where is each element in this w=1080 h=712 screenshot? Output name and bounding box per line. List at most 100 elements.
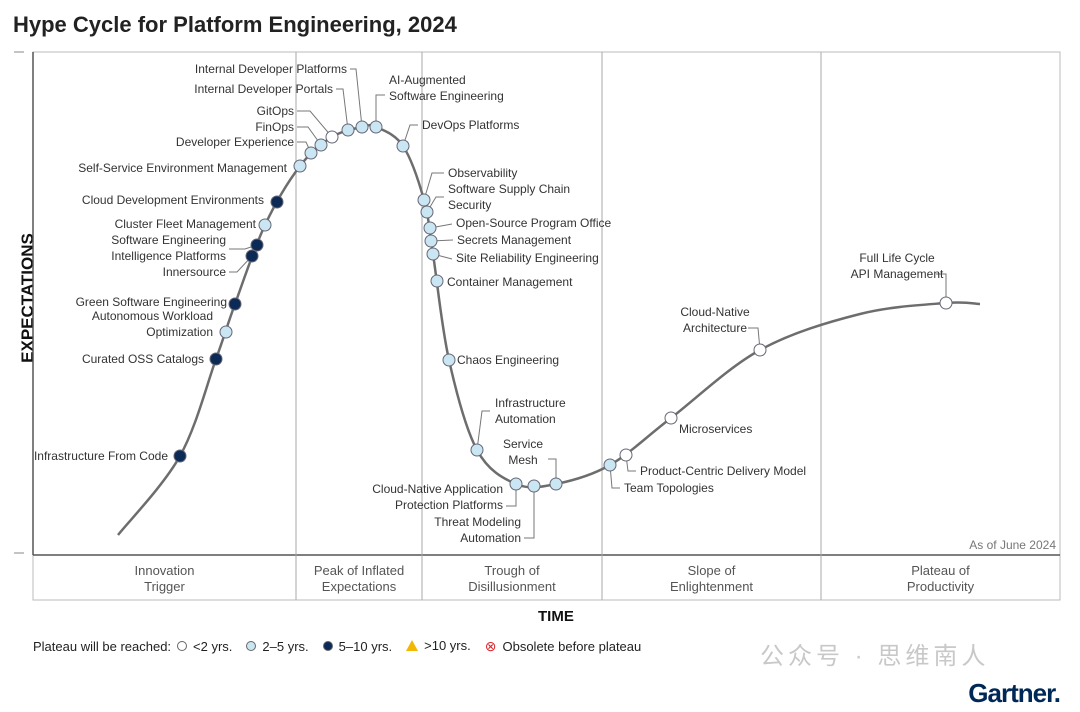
leader-line xyxy=(476,410,490,451)
technology-dot xyxy=(430,274,444,288)
phase-label: Innovation Trigger xyxy=(135,563,195,594)
technology-service-mesh: Service Mesh xyxy=(503,437,563,491)
technology-label: Full Life Cycle API Management xyxy=(851,251,944,281)
technology-dot xyxy=(424,234,438,248)
technology-dot xyxy=(369,120,383,134)
technology-dot xyxy=(209,352,223,366)
technology-dot xyxy=(219,325,233,339)
technology-label: Threat Modeling Automation xyxy=(434,515,521,545)
technology-threat-modeling-automation: Threat Modeling Automation xyxy=(434,479,541,545)
chart-title: Hype Cycle for Platform Engineering, 202… xyxy=(13,12,457,37)
technology-label: Innersource xyxy=(163,265,227,279)
technology-label: Cloud-Native Architecture xyxy=(680,305,750,335)
leader-line xyxy=(297,110,333,138)
technology-dot xyxy=(270,195,284,209)
technology-team-topologies: Team Topologies xyxy=(603,458,714,495)
leader-line xyxy=(402,124,418,147)
technology-label: Microservices xyxy=(679,422,752,436)
technology-label: Autonomous Workload Optimization xyxy=(92,309,213,339)
technology-label: GitOps xyxy=(257,104,294,118)
technology-full-life-cycle-api-management: Full Life Cycle API Management xyxy=(851,251,953,310)
technology-label: Developer Experience xyxy=(176,135,294,149)
technology-dot xyxy=(258,218,272,232)
technology-label: FinOps xyxy=(255,120,294,134)
technology-label: Cloud-Native Application Protection Platf… xyxy=(372,482,503,512)
technology-infrastructure-from-code: Infrastructure From Code xyxy=(34,449,187,463)
technology-dot xyxy=(228,297,242,311)
technology-dot xyxy=(426,247,440,261)
legend-item-lt2: <2 yrs. xyxy=(177,639,232,654)
circle-icon xyxy=(322,641,333,651)
leader-line xyxy=(506,484,517,507)
technology-dot xyxy=(549,477,563,491)
technology-label: Software Engineering Intelligence Platfor… xyxy=(111,233,226,263)
technology-dot xyxy=(509,477,523,491)
technology-microservices: Microservices xyxy=(664,411,752,436)
phase-label: Slope of Enlightenment xyxy=(670,563,753,594)
leader-line xyxy=(524,486,535,539)
technology-observability: Observability xyxy=(417,166,517,207)
technology-label: Chaos Engineering xyxy=(457,353,559,367)
legend-item-obsolete: ⊗ Obsolete before plateau xyxy=(485,639,642,654)
leader-line xyxy=(375,94,385,127)
technology-dot xyxy=(753,343,767,357)
technology-chaos-engineering: Chaos Engineering xyxy=(442,353,559,367)
legend-text: <2 yrs. xyxy=(193,638,233,654)
watermark: 公众号 · 思维南人 xyxy=(760,643,990,670)
technology-label: Site Reliability Engineering xyxy=(456,251,599,265)
technology-developer-experience: Developer Experience xyxy=(176,135,318,160)
technology-curated-oss-catalogs: Curated OSS Catalogs xyxy=(82,352,223,366)
technology-dot xyxy=(314,138,328,152)
legend-label: Plateau will be reached: xyxy=(33,638,172,654)
leader-line xyxy=(297,126,322,146)
technology-software-engineering-intelligence-platforms: Software Engineering Intelligence Platfor… xyxy=(111,233,264,263)
technology-label: Software Supply Chain Security xyxy=(448,182,570,212)
technology-secrets-management: Secrets Management xyxy=(424,233,572,248)
technology-dot xyxy=(664,411,678,425)
technology-dot xyxy=(245,249,259,263)
technology-dot xyxy=(293,159,307,173)
phase-label: Peak of Inflated Expectations xyxy=(314,563,404,594)
technology-innersource: Innersource xyxy=(163,249,259,279)
legend: Plateau will be reached: <2 yrs. 2–5 yrs.… xyxy=(33,638,655,654)
technology-dot xyxy=(355,120,369,134)
technology-label: Service Mesh xyxy=(503,437,543,467)
legend-item-y5_10: 5–10 yrs. xyxy=(322,639,392,654)
technology-self-service-environment-management: Self-Service Environment Management xyxy=(78,159,307,175)
technology-label: Secrets Management xyxy=(457,233,572,247)
technology-label: Internal Developer Platforms xyxy=(195,62,347,76)
technology-gitops: GitOps xyxy=(257,104,339,144)
technology-open-source-program-office: Open-Source Program Office xyxy=(423,216,612,235)
technology-finops: FinOps xyxy=(255,120,328,152)
leader-line xyxy=(748,327,761,351)
technology-ai-augmented-software-engineering: AI-Augmented Software Engineering xyxy=(369,73,504,134)
technology-site-reliability-engineering: Site Reliability Engineering xyxy=(426,247,599,265)
technology-label: Cloud Development Environments xyxy=(82,193,264,207)
technology-dot xyxy=(423,221,437,235)
technology-dot xyxy=(527,479,541,493)
technology-dot xyxy=(325,130,339,144)
circle-icon xyxy=(177,641,188,651)
technology-dot xyxy=(420,205,434,219)
technology-dot xyxy=(396,139,410,153)
as-of-date: As of June 2024 xyxy=(969,538,1056,552)
legend-item-y2_5: 2–5 yrs. xyxy=(246,638,309,654)
legend-text: 2–5 yrs. xyxy=(262,638,309,654)
technology-dot xyxy=(341,123,355,137)
technology-internal-developer-platforms: Internal Developer Platforms xyxy=(195,62,369,134)
gartner-logo: Gartner. xyxy=(968,678,1061,708)
leader-line xyxy=(350,68,363,128)
technology-internal-developer-portals: Internal Developer Portals xyxy=(194,82,355,137)
technology-dot xyxy=(603,458,617,472)
circle-icon xyxy=(246,641,257,651)
phase-label: Plateau of Productivity xyxy=(907,563,975,594)
technology-container-management: Container Management xyxy=(430,274,573,289)
technology-cloud-native-architecture: Cloud-Native Architecture xyxy=(680,305,767,357)
technology-label: Self-Service Environment Management xyxy=(78,161,287,175)
technology-label: Infrastructure Automation xyxy=(495,396,566,426)
leader-line xyxy=(936,273,947,303)
leader-line xyxy=(229,255,253,273)
technology-software-supply-chain-security: Software Supply Chain Security xyxy=(420,182,570,219)
x-axis-label: TIME xyxy=(538,608,574,625)
